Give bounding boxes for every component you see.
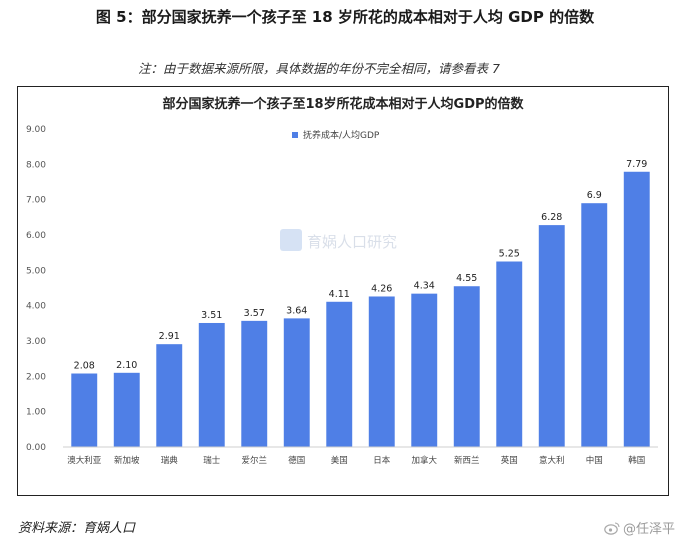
x-tick-label: 瑞典	[161, 455, 179, 466]
x-axis: 澳大利亚 新加坡 瑞典 瑞士 爱尔兰 德国 美国 日本 加拿大 新西兰 英国 意大利 中国 韩国	[63, 446, 658, 466]
y-tick-label: 4.00	[26, 302, 46, 312]
watermark: 育娲人口研究	[280, 229, 397, 251]
legend-label: 抚养成本/人均GDP	[303, 129, 380, 141]
bar	[156, 344, 183, 447]
data-label: 6.9	[587, 190, 602, 201]
chart-frame: 部分国家抚养一个孩子至18岁所花成本相对于人均GDP的倍数 抚养成本/人均GDP…	[17, 86, 669, 496]
data-label: 4.34	[414, 281, 435, 292]
data-label: 4.55	[456, 273, 477, 284]
data-label: 6.28	[541, 212, 562, 223]
data-label: 3.57	[244, 308, 265, 319]
x-tick-label: 新加坡	[114, 455, 140, 466]
x-tick-label: 日本	[373, 455, 391, 466]
weibo-handle: @任泽平	[623, 522, 676, 537]
figure-title: 图 5：部分国家抚养一个孩子至 18 岁所花的成本相对于人均 GDP 的倍数	[95, 8, 595, 26]
x-tick-label: 美国	[331, 455, 348, 466]
bar	[538, 225, 565, 447]
data-label: 2.10	[116, 360, 137, 371]
x-tick-label: 中国	[586, 455, 603, 466]
data-label: 2.08	[74, 361, 95, 372]
data-label: 2.91	[159, 331, 180, 342]
chart-title: 部分国家抚养一个孩子至18岁所花成本相对于人均GDP的倍数	[162, 96, 524, 112]
x-tick-label: 韩国	[628, 455, 645, 466]
bar	[623, 171, 650, 447]
x-tick-label: 加拿大	[411, 455, 437, 466]
data-label: 3.51	[201, 310, 222, 321]
legend: 抚养成本/人均GDP	[292, 129, 380, 141]
bar	[496, 261, 523, 447]
bar	[581, 203, 608, 447]
y-tick-label: 0.00	[26, 443, 46, 453]
data-label: 7.79	[626, 159, 647, 170]
y-tick-label: 8.00	[26, 160, 46, 170]
bar	[113, 372, 140, 447]
bar	[368, 296, 395, 447]
x-tick-label: 德国	[288, 455, 305, 466]
x-tick-label: 瑞士	[203, 455, 221, 466]
figure-note: 注：由于数据来源所限，具体数据的年份不完全相同，请参看表 7	[138, 61, 500, 76]
bar	[453, 286, 480, 447]
y-tick-label: 3.00	[26, 337, 46, 347]
legend-swatch	[292, 132, 298, 138]
source-note: 资料来源：育娲人口	[18, 521, 136, 536]
data-label: 5.25	[499, 249, 520, 260]
y-tick-label: 7.00	[26, 196, 46, 206]
y-tick-label: 1.00	[26, 408, 46, 418]
y-tick-label: 5.00	[26, 266, 46, 276]
x-tick-label: 英国	[501, 455, 518, 466]
watermark-logo-icon	[280, 229, 302, 251]
bar	[411, 293, 438, 447]
bar	[241, 320, 268, 447]
data-label: 4.11	[329, 289, 350, 300]
x-tick-label: 澳大利亚	[67, 455, 102, 466]
y-tick-label: 9.00	[26, 125, 46, 135]
bar	[326, 301, 353, 447]
weibo-icon	[604, 521, 620, 535]
y-tick-label: 6.00	[26, 231, 46, 241]
y-axis: 0.00 1.00 2.00 3.00 4.00 5.00 6.00 7.00 8.00 9.00	[26, 125, 46, 453]
data-label: 3.64	[286, 305, 307, 316]
bar	[198, 322, 225, 447]
bars: 2.08 2.10 2.91 3.51 3.57 3.64 4.11 4.26 4.34 4.55…	[71, 159, 650, 447]
weibo-watermark: @任泽平	[604, 518, 675, 537]
bar	[283, 318, 310, 447]
bar-chart: 部分国家抚养一个孩子至18岁所花成本相对于人均GDP的倍数 抚养成本/人均GDP…	[26, 96, 658, 466]
y-tick-label: 2.00	[26, 372, 46, 382]
bar	[71, 373, 98, 447]
x-tick-label: 爱尔兰	[241, 455, 267, 466]
x-tick-label: 意大利	[539, 455, 565, 466]
x-tick-label: 新西兰	[454, 455, 480, 466]
watermark-text: 育娲人口研究	[307, 233, 397, 251]
data-label: 4.26	[371, 283, 392, 294]
